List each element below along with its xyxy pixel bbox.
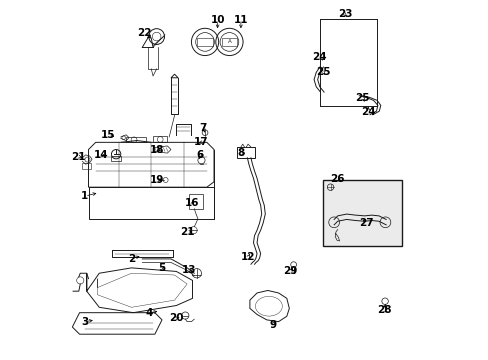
Bar <box>197 38 212 46</box>
Text: 11: 11 <box>233 15 247 26</box>
Text: 8: 8 <box>237 148 244 158</box>
Text: 21: 21 <box>180 227 194 237</box>
Text: 18: 18 <box>149 144 163 154</box>
Text: 5: 5 <box>158 263 165 273</box>
Bar <box>126 137 145 142</box>
Text: 16: 16 <box>185 198 199 208</box>
Text: 29: 29 <box>283 266 297 276</box>
Text: 28: 28 <box>376 305 391 315</box>
Text: 23: 23 <box>337 9 351 19</box>
Text: 4: 4 <box>145 308 153 318</box>
Text: 24: 24 <box>360 107 375 117</box>
Text: 15: 15 <box>101 130 115 140</box>
Text: 14: 14 <box>94 150 108 160</box>
Text: 20: 20 <box>169 313 183 323</box>
Text: 17: 17 <box>194 138 208 147</box>
Text: 22: 22 <box>137 28 151 38</box>
Text: 24: 24 <box>312 52 326 62</box>
Bar <box>111 156 121 161</box>
Text: 12: 12 <box>241 252 255 262</box>
Text: 25: 25 <box>316 67 330 77</box>
Text: 10: 10 <box>210 15 224 26</box>
Bar <box>221 38 237 46</box>
Text: 21: 21 <box>71 152 86 162</box>
Text: A: A <box>227 40 231 44</box>
Text: 2: 2 <box>128 254 135 264</box>
Text: 7: 7 <box>199 123 206 133</box>
Text: 3: 3 <box>81 317 88 327</box>
Text: 26: 26 <box>330 174 344 184</box>
Bar <box>188 194 203 209</box>
Bar <box>82 163 91 168</box>
Bar <box>323 180 402 246</box>
Text: 1: 1 <box>81 191 88 201</box>
Text: 9: 9 <box>269 320 276 330</box>
Text: 19: 19 <box>149 175 163 185</box>
Bar <box>237 147 254 158</box>
Bar <box>153 136 167 142</box>
Text: 6: 6 <box>196 150 203 160</box>
Text: 13: 13 <box>182 265 196 275</box>
Text: 27: 27 <box>358 218 373 228</box>
Text: 25: 25 <box>355 93 369 103</box>
